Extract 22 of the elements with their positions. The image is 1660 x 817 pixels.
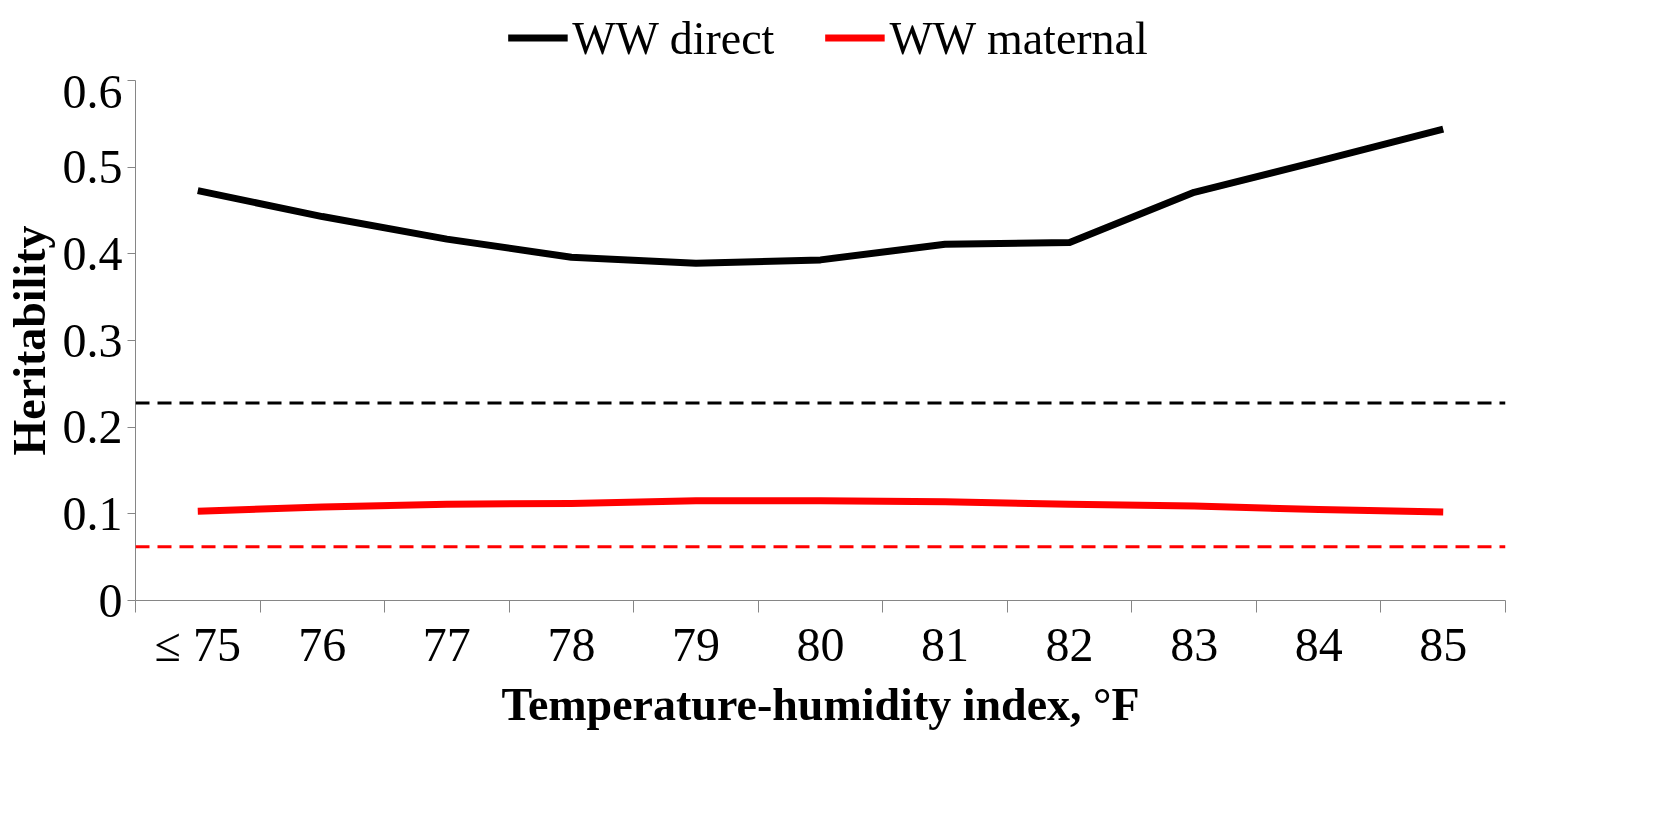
y-tick-label: 0.3 (62, 313, 123, 367)
legend-label: WW direct (572, 11, 775, 64)
y-tick-label: 0.6 (62, 64, 123, 118)
x-tick-label: 83 (1170, 617, 1219, 671)
x-tick-label: 85 (1419, 617, 1468, 671)
x-tick-label: 84 (1294, 617, 1343, 671)
y-tick-label: 0.5 (62, 140, 123, 194)
legend-label: WW maternal (889, 11, 1148, 64)
x-tick-label: 82 (1045, 617, 1094, 671)
y-tick-label: 0.2 (62, 400, 123, 454)
x-tick-label: 81 (921, 617, 970, 671)
x-tick-label: 80 (796, 617, 845, 671)
x-axis-title: Temperature-humidity index, °F (501, 678, 1140, 730)
y-axis-title: Heritability (3, 225, 55, 456)
x-tick-label: ≤ 75 (154, 617, 241, 671)
x-tick-label: 76 (298, 617, 347, 671)
y-tick-label: 0.1 (62, 486, 123, 540)
x-tick-label: 77 (422, 617, 471, 671)
x-tick-label: 78 (547, 617, 596, 671)
y-tick-label: 0.4 (62, 226, 123, 280)
x-tick-label: 79 (671, 617, 720, 671)
y-tick-label: 0 (98, 573, 123, 627)
